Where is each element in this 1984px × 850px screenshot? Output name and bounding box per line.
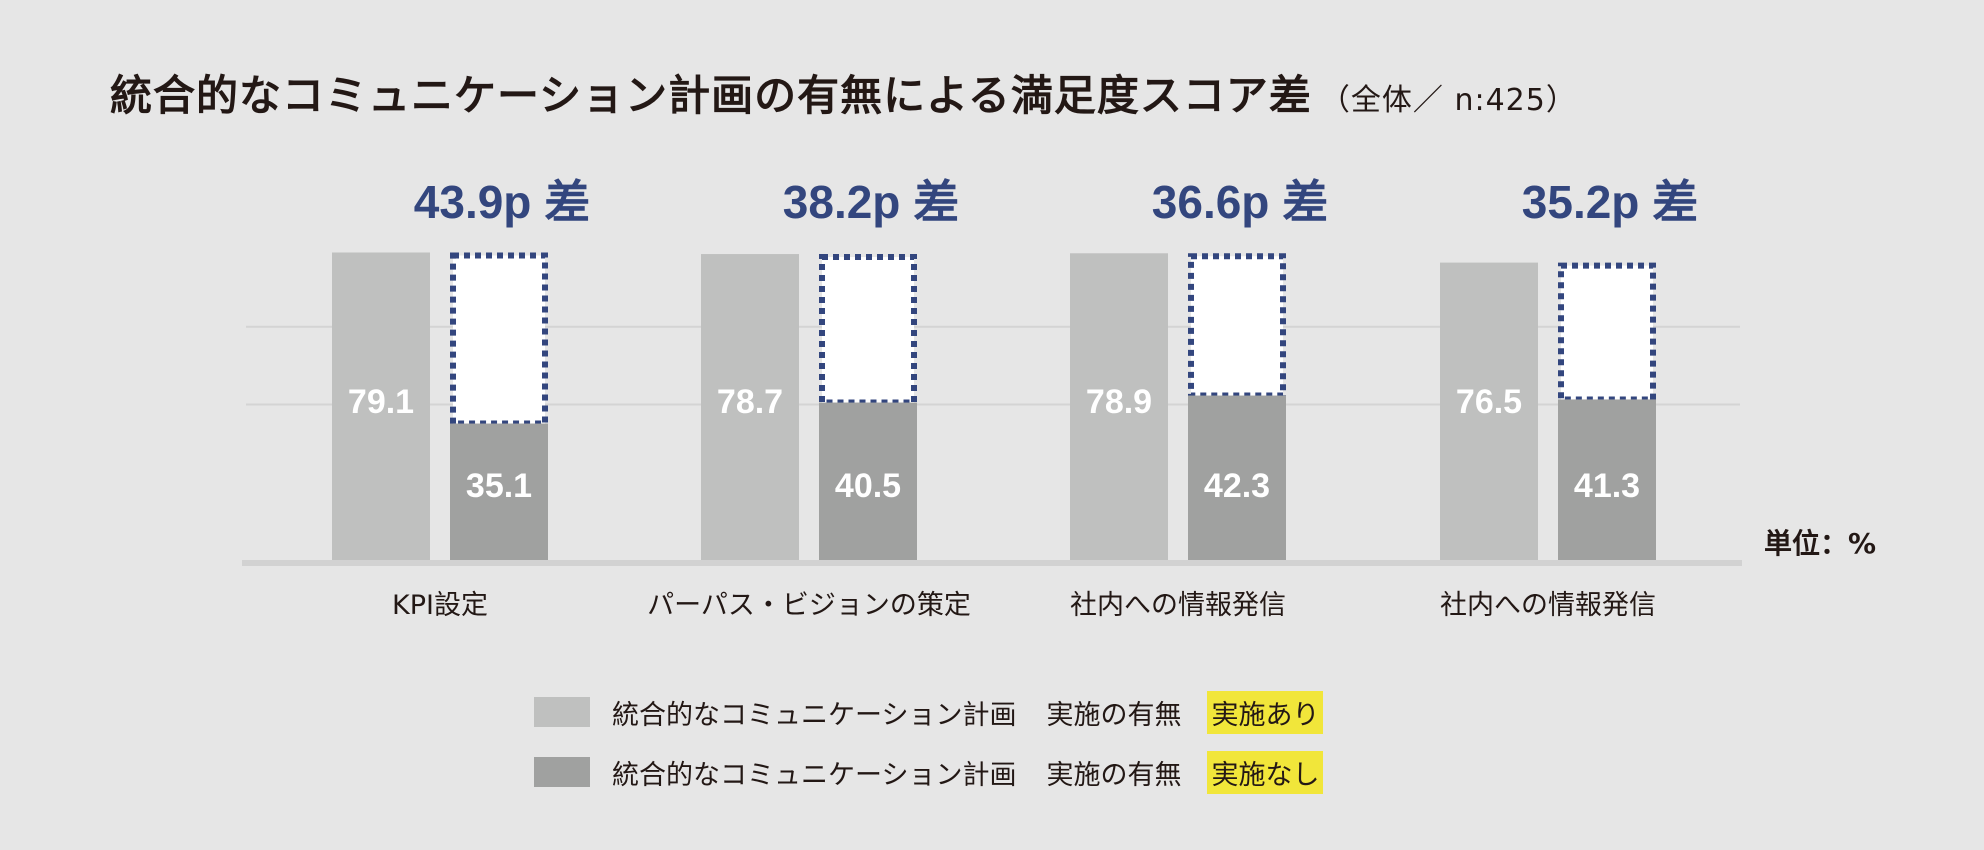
legend-swatch-with-plan xyxy=(534,697,590,727)
bar-without-plan xyxy=(450,423,548,560)
category-label: パーパス・ビジョンの策定 xyxy=(647,590,971,621)
difference-outline xyxy=(819,254,917,406)
bar-without-plan xyxy=(1188,395,1286,560)
chart-subtitle: （全体／ n:425） xyxy=(1319,83,1577,118)
bar-value-without-plan: 41.3 xyxy=(1574,467,1640,505)
bar-value-with-plan: 76.5 xyxy=(1456,383,1522,421)
legend-middle: 実施の有無 xyxy=(1046,759,1182,791)
category-label: 社内への情報発信 xyxy=(1070,590,1286,621)
chart-title-text: 統合的なコミュニケーション計画の有無による満足度スコア差 xyxy=(110,71,1312,120)
bars xyxy=(332,252,1656,560)
legend-prefix: 統合的なコミュニケーション計画 xyxy=(612,759,1017,791)
bar-value-without-plan: 35.1 xyxy=(466,467,532,505)
difference-label: 35.2p 差 xyxy=(1522,176,1698,228)
chart-title: 統合的なコミュニケーション計画の有無による満足度スコア差 （全体／ n:425） xyxy=(110,62,1577,123)
legend-prefix: 統合的なコミュニケーション計画 xyxy=(612,699,1017,731)
bar-without-plan xyxy=(1558,399,1656,560)
legend-item-with-plan: 統合的なコミュニケーション計画 実施の有無 実施あり xyxy=(534,690,1324,734)
legend: 統合的なコミュニケーション計画 実施の有無 実施あり 統合的なコミュニケーション… xyxy=(534,690,1324,810)
bar-chart: 79.1 35.1 43.9p 差 KPI設定 78.7 40.5 38.2p 差パーパス・… xyxy=(242,176,1876,621)
legend-label: 実施あり xyxy=(1207,690,1324,734)
bar-value-with-plan: 79.1 xyxy=(348,383,414,421)
bar-value-with-plan: 78.9 xyxy=(1086,383,1152,421)
difference-outline xyxy=(450,252,548,427)
bar-with-plan xyxy=(1070,253,1168,560)
bar-value-without-plan: 40.5 xyxy=(835,467,901,505)
difference-outline xyxy=(1558,262,1656,403)
legend-label: 実施なし xyxy=(1207,750,1324,794)
bar-value-without-plan: 42.3 xyxy=(1204,467,1270,505)
difference-label: 38.2p 差 xyxy=(783,176,959,228)
bar-with-plan xyxy=(701,254,799,560)
difference-label: 36.6p 差 xyxy=(1152,176,1328,228)
legend-item-without-plan: 統合的なコミュニケーション計画 実施の有無 実施なし xyxy=(534,750,1324,794)
legend-swatch-without-plan xyxy=(534,757,590,787)
bar-with-plan xyxy=(1440,262,1538,560)
category-label: 社内への情報発信 xyxy=(1440,590,1656,621)
labels: 79.1 35.1 43.9p 差 KPI設定 78.7 40.5 38.2p 差パーパス・… xyxy=(348,176,1698,621)
difference-label: 43.9p 差 xyxy=(414,176,590,228)
bar-without-plan xyxy=(819,402,917,560)
category-label: KPI設定 xyxy=(392,590,488,621)
bar-value-with-plan: 78.7 xyxy=(717,383,783,421)
bar-with-plan xyxy=(332,252,430,560)
unit-label: 単位：% xyxy=(1764,527,1876,560)
legend-middle: 実施の有無 xyxy=(1046,699,1182,731)
difference-outline xyxy=(1188,253,1286,399)
